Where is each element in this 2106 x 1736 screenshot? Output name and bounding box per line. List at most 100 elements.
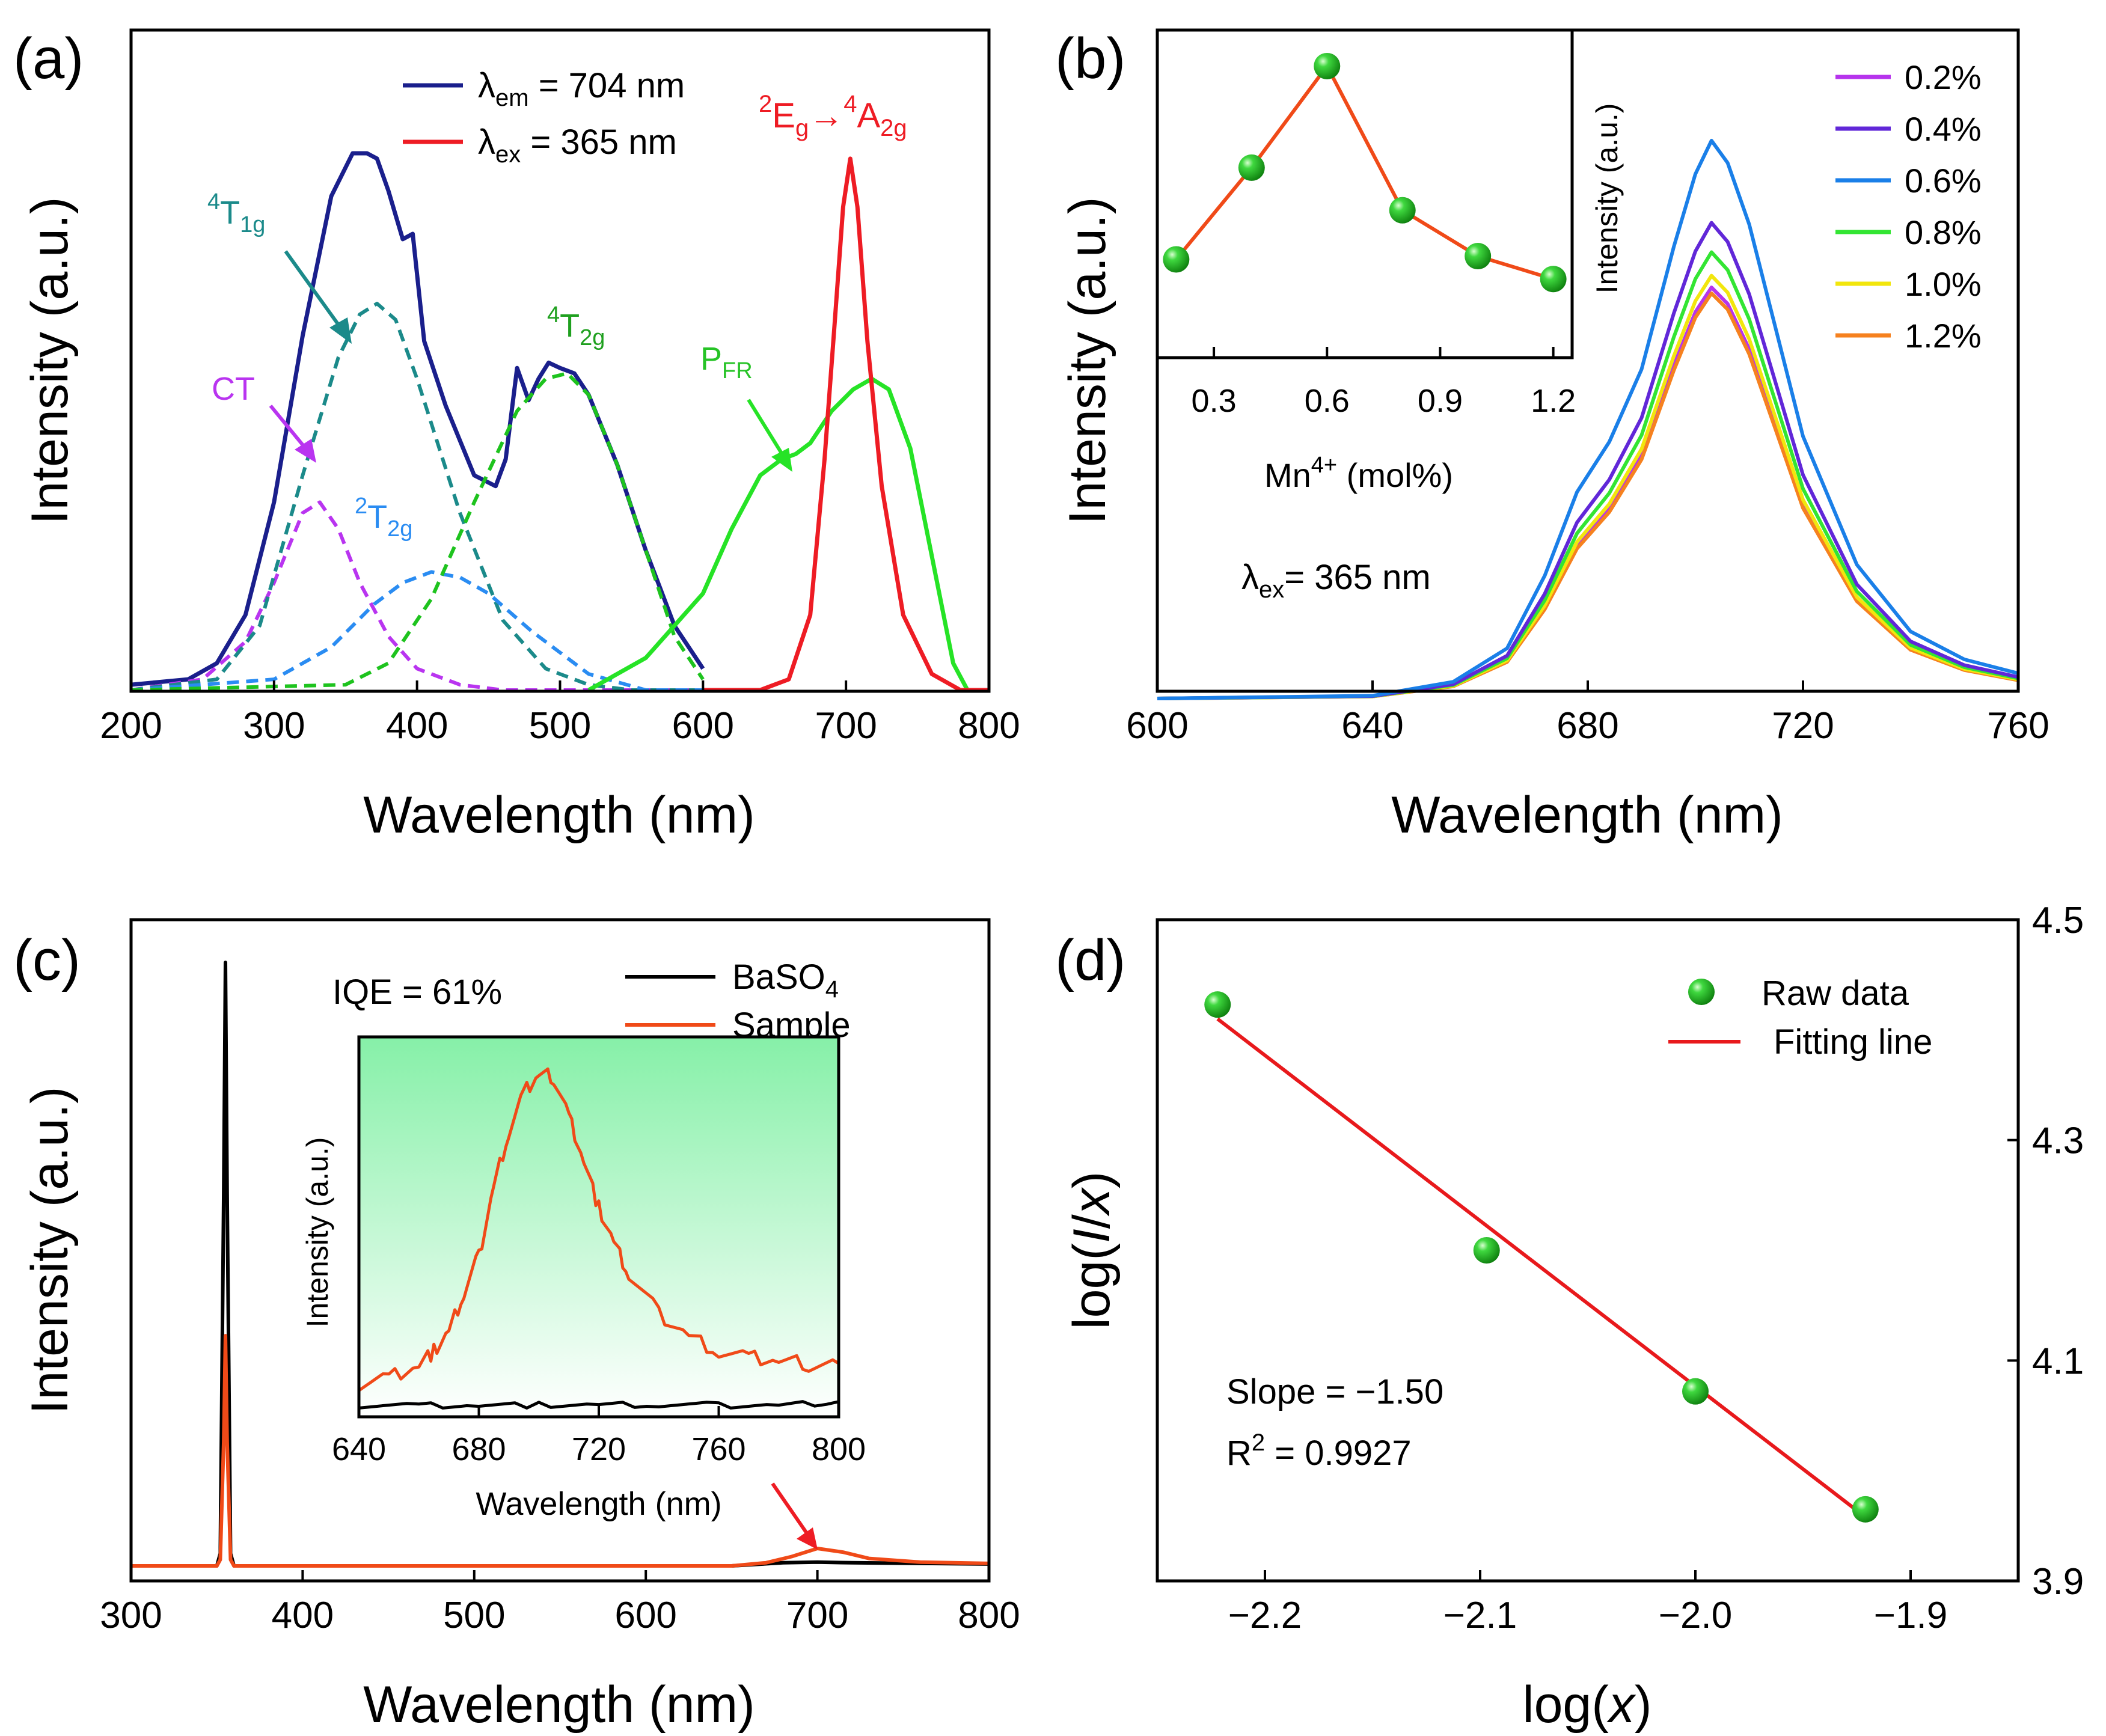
legend-label-em: λem = 704 nm: [478, 66, 685, 111]
inset-series-line-baso4: [358, 1400, 839, 1410]
series-line-4t1g: [130, 302, 703, 692]
panel-d-annotation-r2: R2 = 0.9927: [1226, 1429, 1412, 1473]
panel-b-inset-x-tick-label: 0.9: [1418, 383, 1463, 419]
panel-d-letter: (d): [1055, 928, 1125, 992]
inset-point: [1238, 154, 1265, 181]
panel-d-y-tick-label: 4.3: [2032, 1120, 2084, 1162]
series-line-sample: [131, 1334, 990, 1568]
annotation-2t2g: 2T2g: [355, 494, 412, 542]
panel-b-inset-x-tick-label: 0.3: [1192, 383, 1237, 419]
data-point: [1204, 991, 1231, 1018]
series-line-1-0: [1157, 274, 2019, 700]
panel-b-annotation-ex: λex= 365 nm: [1241, 558, 1431, 603]
panel-b-ylabel: Intensity (a.u.): [1059, 197, 1116, 525]
panel-d-x-tick-label: −2.1: [1443, 1595, 1517, 1636]
panel-c-x-tick-label: 400: [272, 1595, 334, 1636]
arrow-inset: [771, 1482, 810, 1537]
panel-b: (b) 600 640 680 720 760 Wavelength (nm) Inte…: [1055, 26, 2049, 844]
panel-b-x-tick-label: 680: [1557, 705, 1618, 747]
legend-label-baso4: BaSO4: [732, 958, 839, 1003]
panel-c-inset-ylabel: Intensity (a.u.): [301, 1137, 334, 1328]
panel-c-inset-x-tick-label: 640: [332, 1431, 386, 1467]
legend-label-fit: Fitting line: [1774, 1022, 1932, 1062]
inset-series-line-sample: [358, 1067, 840, 1392]
panel-c-x-tick-label: 600: [614, 1595, 676, 1636]
panel-d-y-tick-label: 3.9: [2032, 1561, 2084, 1603]
panel-a-xlabel: Wavelength (nm): [363, 786, 755, 844]
panel-d-ticks: −2.2 −2.1 −2.0 −1.9 3.9 4.1 4.3 4.5: [1228, 900, 2084, 1636]
panel-c-curves: [131, 961, 990, 1568]
series-line-2t2g: [130, 570, 703, 692]
panel-a-curves: [130, 151, 989, 692]
panel-c-inset-frame: [357, 1035, 840, 1419]
legend-label-raw: Raw data: [1762, 974, 1909, 1013]
panel-b-curves: [1157, 138, 2019, 700]
panel-c-inset-x-tick-label: 800: [812, 1431, 866, 1467]
panel-a: (a) 200 300 400 500 600 700 800 Wavelength (nm…: [13, 26, 1020, 844]
panel-d: (d) −2.2 −2.1 −2.0 −1.93.94.14.34.5 log(x) …: [1055, 900, 2084, 1734]
series-line-0-4: [1157, 221, 2019, 700]
data-point: [1682, 1378, 1709, 1405]
series-line-0-6: [1157, 138, 2019, 700]
panel-d-curves: [1204, 991, 1879, 1523]
panel-d-y-tick-label: 4.1: [2032, 1340, 2084, 1382]
panel-c-x-tick-label: 500: [443, 1595, 505, 1636]
panel-b-x-tick-label: 720: [1772, 705, 1834, 747]
panel-d-x-tick-label: −2.0: [1659, 1595, 1732, 1636]
panel-d-x-tick-label: −2.2: [1228, 1595, 1302, 1636]
inset-point: [1389, 197, 1416, 224]
annotation-4t1g: 4T1g: [207, 189, 265, 237]
panel-c-letter: (c): [13, 928, 81, 992]
panel-c-annotation-iqe: IQE = 61%: [332, 973, 502, 1012]
panel-b-letter: (b): [1055, 26, 1125, 91]
inset-point: [1314, 52, 1341, 79]
panel-b-xlabel: Wavelength (nm): [1391, 786, 1783, 844]
panel-c-x-tick-label: 800: [958, 1595, 1020, 1636]
fit-line: [1216, 1017, 1867, 1519]
panel-a-x-tick-label: 300: [243, 705, 305, 747]
arrow-inset-head: [797, 1527, 818, 1550]
panel-d-xlabel: log(x): [1522, 1676, 1651, 1734]
panel-c-x-tick-label: 700: [786, 1595, 848, 1636]
panel-a-letter: (a): [13, 26, 84, 91]
panel-c-x-tick-label: 300: [100, 1595, 162, 1636]
legend-label-1-2: 1.2%: [1905, 317, 1982, 355]
legend-label-0-6: 0.6%: [1905, 162, 1982, 200]
panel-a-x-tick-label: 600: [672, 705, 734, 747]
data-point: [1852, 1496, 1879, 1523]
panel-b-inset-frame: [1156, 28, 1574, 359]
panel-b-ticks: 600 640 680 720 760: [1126, 680, 2049, 747]
panel-c-xlabel: Wavelength (nm): [363, 1676, 755, 1734]
panel-c-ticks: 300 400 500 600 700 800: [100, 1570, 1020, 1636]
legend-label-ex: λex = 365 nm: [478, 123, 677, 168]
arrow-pfr-head: [771, 448, 792, 472]
arrow-ct: [269, 405, 308, 451]
panel-c-inset-bg: [359, 1037, 839, 1417]
panel-c-inset-x-tick-label: 680: [452, 1431, 506, 1467]
panel-b-inset: 0.3 0.6 0.9 1.2: [1163, 52, 1576, 419]
series-line-excitation-em-704-nm: [130, 151, 705, 687]
inset-point: [1465, 243, 1492, 270]
legend-label-0-8: 0.8%: [1905, 213, 1982, 251]
panel-a-x-tick-label: 200: [100, 705, 162, 747]
panel-d-annotation-slope: Slope = −1.50: [1226, 1372, 1443, 1411]
inset-point: [1540, 266, 1567, 293]
series-line-4t2g: [130, 371, 705, 692]
panel-d-ylabel: log(I/x): [1063, 1172, 1121, 1330]
legend-marker-raw: [1688, 979, 1715, 1005]
annotation-ct: CT: [212, 371, 255, 407]
panel-b-inset-xlabel: Mn4+ (mol%): [1264, 453, 1453, 494]
legend-label-0-4: 0.4%: [1905, 110, 1982, 148]
panel-c-inset-xlabel: Wavelength (nm): [476, 1486, 721, 1522]
panel-c-ylabel: Intensity (a.u.): [21, 1087, 79, 1414]
panel-c-inset-x-tick-label: 760: [691, 1431, 745, 1467]
panel-d-y-tick-label: 4.5: [2032, 900, 2084, 941]
panel-a-x-tick-label: 400: [386, 705, 448, 747]
panel-d-frame: [1156, 918, 2020, 1583]
legend-label-1-0: 1.0%: [1905, 265, 1982, 303]
annotation-transition: 2Eg→4A2g: [759, 91, 907, 141]
panel-b-inset-x-tick-label: 1.2: [1531, 383, 1576, 419]
panel-b-inset-x-tick-label: 0.6: [1305, 383, 1350, 419]
data-point: [1473, 1237, 1500, 1264]
